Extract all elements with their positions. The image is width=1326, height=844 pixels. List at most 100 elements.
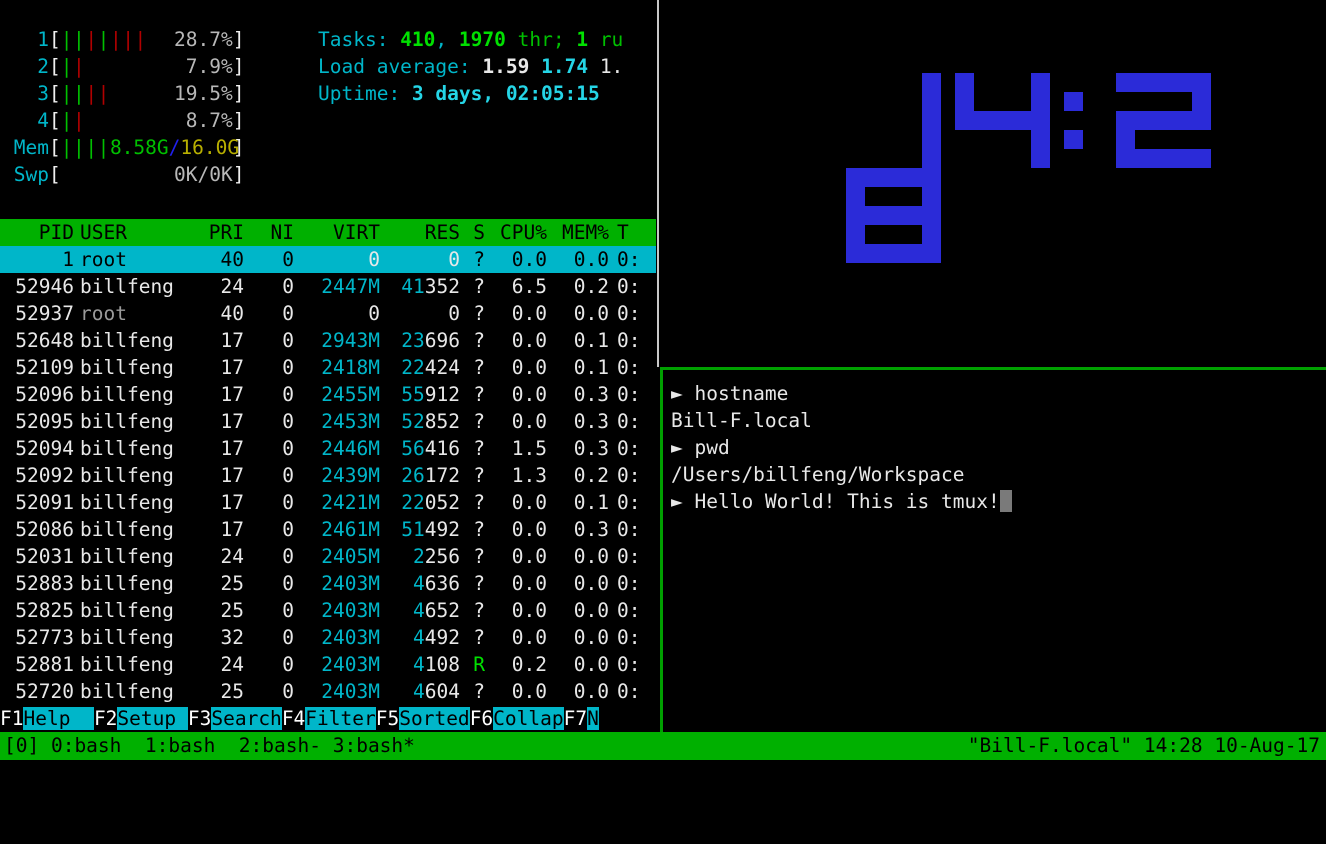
cell-pid: 52648 — [15, 329, 74, 352]
meter-ticks: |||| — [61, 80, 233, 107]
cell-pri: 40 — [220, 302, 244, 325]
fkey-f5-label[interactable]: Sorted — [399, 707, 470, 730]
cell-state: ? — [473, 383, 485, 406]
meter-tick-empty — [61, 161, 73, 188]
table-row[interactable]: 52031 billfeng 24 0 2405M 2256? 0.0 0.0 0: — [0, 543, 656, 570]
fkey-f4-label[interactable]: Filter — [305, 707, 376, 730]
table-row[interactable]: 52092 billfeng 17 0 2439M 26172? 1.3 0.2 0: — [0, 462, 656, 489]
table-row[interactable]: 52648 billfeng 17 0 2943M 23696? 0.0 0.1 0: — [0, 327, 656, 354]
cell-pri: 25 — [220, 599, 244, 622]
table-row[interactable]: 52091 billfeng 17 0 2421M 22052? 0.0 0.1 0: — [0, 489, 656, 516]
cell-res: 26172 — [401, 464, 460, 487]
column-header-pid[interactable]: PID — [38, 221, 74, 244]
pane-border-horizontal-active[interactable] — [660, 367, 1326, 370]
cell-pid: 52092 — [15, 464, 74, 487]
cell-mem: 0.0 — [573, 572, 609, 595]
table-row[interactable]: 52086 billfeng 17 0 2461M 51492? 0.0 0.3 0: — [0, 516, 656, 543]
fkey-f7-label[interactable]: N — [587, 707, 599, 730]
table-row[interactable]: 52946 billfeng 24 0 2447M 41352? 6.5 0.2 0: — [0, 273, 656, 300]
fkey-f6-label[interactable]: Collap — [493, 707, 564, 730]
cell-ni: 0 — [282, 491, 294, 514]
cell-pid: 52091 — [15, 491, 74, 514]
pane-border-vertical-inactive[interactable] — [657, 0, 659, 367]
cell-pri: 24 — [220, 653, 244, 676]
cpu-meter-label: 2 — [37, 55, 49, 78]
cell-res: 4492 — [413, 626, 460, 649]
cell-virt: 2418M — [321, 356, 380, 379]
fkey-f3-num[interactable]: F3 — [187, 707, 212, 730]
table-row[interactable]: 52096 billfeng 17 0 2455M 55912? 0.0 0.3 0: — [0, 381, 656, 408]
table-row[interactable]: 1 root 40 0 0 0? 0.0 0.0 0: — [0, 246, 656, 273]
tasks-total: 410 — [400, 28, 436, 51]
cell-time: 0: — [617, 491, 641, 514]
cell-user: billfeng — [80, 356, 174, 379]
column-header-virt[interactable]: VIRT — [333, 221, 380, 244]
meter-bracket-open: [ — [49, 28, 61, 51]
clock-pane[interactable] — [663, 0, 1326, 367]
uptime-value: 3 days, 02:05:15 — [411, 82, 600, 105]
column-header-mem[interactable]: MEM% — [562, 221, 609, 244]
cell-mem: 0.0 — [573, 545, 609, 568]
column-header-s[interactable]: S — [473, 221, 485, 244]
meter-ticks: |||| — [61, 134, 233, 161]
cell-cpu: 0.0 — [511, 545, 547, 568]
pane-border-vertical-active[interactable] — [660, 367, 663, 732]
cell-user: root — [80, 248, 127, 271]
fkey-f5-num[interactable]: F5 — [375, 707, 400, 730]
fkey-f3-label[interactable]: Search — [211, 707, 282, 730]
cell-state: ? — [473, 464, 485, 487]
cell-virt: 2403M — [321, 680, 380, 703]
fkey-f4-num[interactable]: F4 — [281, 707, 306, 730]
cell-time: 0: — [617, 464, 641, 487]
cell-ni: 0 — [282, 302, 294, 325]
htop-pane[interactable]: 1[||||||| 28.7%] 2[|| 7.9%] 3[|||| 19.5%] 4… — [0, 0, 656, 732]
column-header-cpu[interactable]: CPU% — [500, 221, 547, 244]
terminal-screen: 1[||||||| 28.7%] 2[|| 7.9%] 3[|||| 19.5%] 4… — [0, 0, 1326, 760]
column-header-ni[interactable]: NI — [270, 221, 294, 244]
meter-tick-empty — [147, 26, 159, 53]
fkey-f2-label[interactable]: Setup — [117, 707, 188, 730]
tmux-window-list[interactable]: [0] 0:bash 1:bash 2:bash- 3:bash* — [4, 734, 415, 757]
cell-cpu: 0.0 — [511, 248, 547, 271]
table-row[interactable]: 52937 root 40 0 0 0? 0.0 0.0 0: — [0, 300, 656, 327]
cell-virt: 2403M — [321, 599, 380, 622]
cell-state: R — [473, 653, 485, 676]
table-row[interactable]: 52825 billfeng 25 0 2403M 4652? 0.0 0.0 0: — [0, 597, 656, 624]
htop-function-key-bar[interactable]: F1Help F2Setup F3SearchF4FilterF5SortedF… — [0, 705, 656, 732]
fkey-f1-label[interactable]: Help — [23, 707, 94, 730]
shell-output-text: /Users/billfeng/Workspace — [671, 463, 965, 486]
cell-mem: 0.3 — [573, 437, 609, 460]
cell-ni: 0 — [282, 329, 294, 352]
fkey-f6-num[interactable]: F6 — [469, 707, 494, 730]
table-row[interactable]: 52095 billfeng 17 0 2453M 52852? 0.0 0.3 0: — [0, 408, 656, 435]
fkey-f1-num[interactable]: F1 — [0, 707, 24, 730]
column-header-time[interactable]: T — [617, 221, 629, 244]
table-row[interactable]: 52773 billfeng 32 0 2403M 4492? 0.0 0.0 0: — [0, 624, 656, 651]
cell-ni: 0 — [282, 437, 294, 460]
cell-cpu: 0.0 — [511, 491, 547, 514]
table-row[interactable]: 52883 billfeng 25 0 2403M 4636? 0.0 0.0 0: — [0, 570, 656, 597]
meter-bracket-close: ] — [232, 55, 245, 78]
column-header-pri[interactable]: PRI — [208, 221, 244, 244]
meter-tick-empty — [85, 107, 97, 134]
cpu-meter-1: 1[||||||| 28.7%] — [0, 26, 244, 53]
clock-glyph-2 — [1116, 73, 1211, 168]
fkey-f2-num[interactable]: F2 — [93, 707, 118, 730]
table-row[interactable]: 52109 billfeng 17 0 2418M 22424? 0.0 0.1 0: — [0, 354, 656, 381]
load-label: Load average: — [318, 55, 483, 78]
column-header-res[interactable]: RES — [424, 221, 460, 244]
column-header-user[interactable]: USER — [80, 221, 127, 244]
cpu-meter-2: 2[|| 7.9%] — [0, 53, 245, 80]
tmux-status-bar[interactable]: [0] 0:bash 1:bash 2:bash- 3:bash* "Bill-… — [0, 732, 1326, 760]
cell-time: 0: — [617, 383, 641, 406]
fkey-f7-num[interactable]: F7 — [563, 707, 588, 730]
cell-cpu: 0.0 — [511, 599, 547, 622]
shell-pane[interactable]: ► hostname Bill-F.local ► pwd/Users/billfe… — [663, 372, 1326, 732]
cell-mem: 0.1 — [573, 329, 609, 352]
table-row[interactable]: 52720 billfeng 25 0 2403M 4604? 0.0 0.0 0: — [0, 678, 656, 705]
cell-user: billfeng — [80, 383, 174, 406]
table-row[interactable]: 52881 billfeng 24 0 2403M 4108 R 0.2 0.0 0: — [0, 651, 656, 678]
cell-cpu: 0.2 — [511, 653, 547, 676]
meter-tick-empty — [122, 80, 134, 107]
table-row[interactable]: 52094 billfeng 17 0 2446M 56416? 1.5 0.3 0: — [0, 435, 656, 462]
